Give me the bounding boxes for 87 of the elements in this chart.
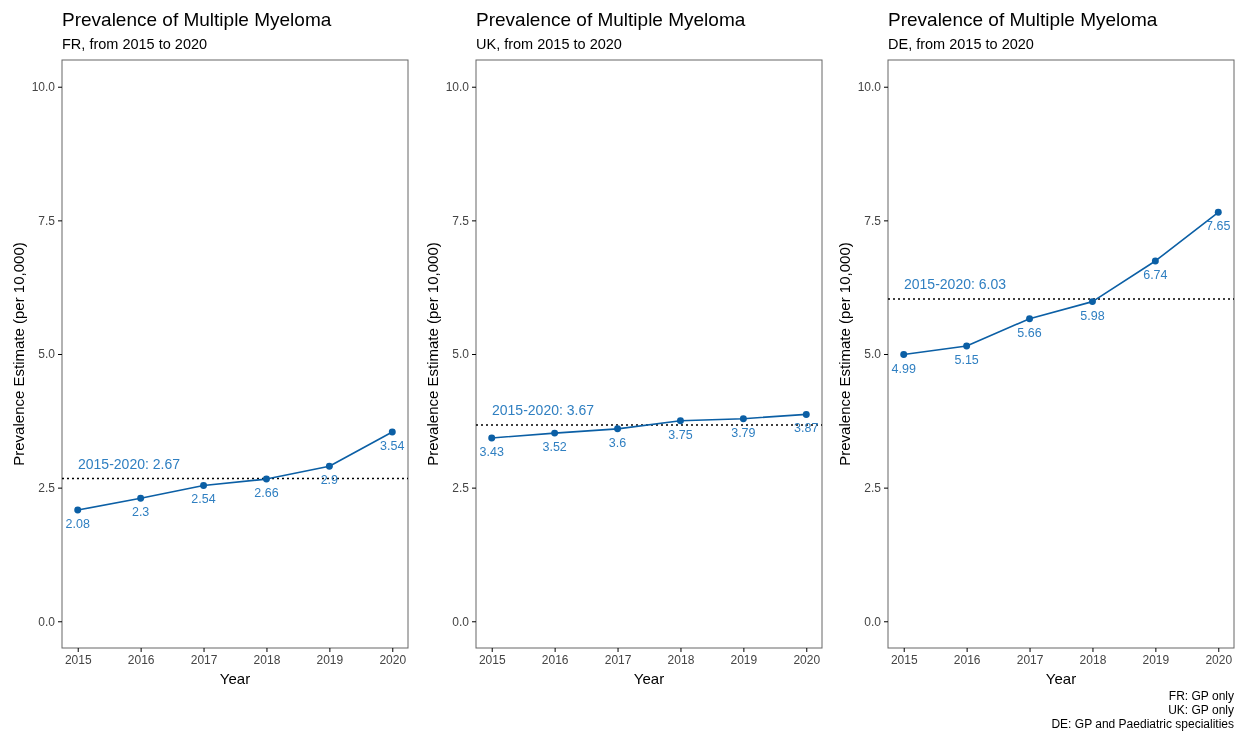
y-axis-title: Prevalence Estimate (per 10,000) — [424, 242, 441, 466]
y-tick-label: 0.0 — [452, 614, 470, 629]
ref-line-label: 2015-2020: 2.67 — [78, 455, 181, 472]
chart-title: Prevalence of Multiple Myeloma — [476, 9, 746, 30]
x-tick-label: 2016 — [541, 652, 569, 667]
x-tick-label: 2019 — [316, 652, 344, 667]
x-axis-title: Year — [1045, 670, 1077, 687]
point — [551, 429, 559, 437]
y-tick-label: 7.5 — [452, 213, 470, 228]
x-tick-label: 2019 — [1142, 652, 1170, 667]
x-axis-title: Year — [633, 670, 665, 687]
point — [676, 417, 684, 425]
data-label: 6.74 — [1143, 267, 1168, 282]
y-tick-label: 5.0 — [452, 347, 470, 362]
point — [137, 494, 145, 502]
text: DE: GP and Paediatric specialities — [1051, 717, 1234, 731]
data-label: 5.98 — [1080, 308, 1105, 323]
point — [74, 506, 82, 514]
x-tick-label: 2017 — [604, 652, 632, 667]
text: FR: GP only — [1168, 689, 1234, 703]
y-tick-label: 2.5 — [452, 480, 470, 495]
y-tick-label: 5.0 — [864, 347, 882, 362]
data-label: 2.54 — [191, 492, 216, 507]
data-label: 3.52 — [542, 440, 567, 455]
x-tick-label: 2020 — [1205, 652, 1233, 667]
x-tick-label: 2020 — [379, 652, 407, 667]
data-label: 7.65 — [1206, 219, 1231, 234]
ref-line-label: 2015-2020: 3.67 — [492, 402, 595, 419]
point — [488, 434, 496, 442]
x-tick-label: 2016 — [953, 652, 981, 667]
chart-subtitle: DE, from 2015 to 2020 — [888, 36, 1034, 52]
data-label: 2.66 — [254, 486, 279, 501]
data-label: 3.79 — [731, 425, 756, 440]
y-axis-title: Prevalence Estimate (per 10,000) — [836, 242, 853, 466]
x-tick-label: 2015 — [64, 652, 92, 667]
data-label: 3.54 — [380, 439, 405, 454]
y-tick-label: 10.0 — [31, 80, 56, 95]
data-label: 5.15 — [954, 352, 979, 367]
y-tick-label: 2.5 — [864, 480, 882, 495]
y-tick-label: 2.5 — [38, 480, 56, 495]
x-tick-label: 2018 — [253, 652, 281, 667]
data-label: 2.9 — [320, 473, 339, 488]
x-tick-label: 2018 — [1079, 652, 1107, 667]
x-tick-label: 2017 — [190, 652, 218, 667]
x-tick-label: 2016 — [127, 652, 155, 667]
point — [325, 462, 333, 470]
ref-line-label: 2015-2020: 6.03 — [904, 275, 1007, 292]
y-tick-label: 0.0 — [38, 614, 56, 629]
data-label: 2.3 — [131, 505, 150, 520]
data-label: 5.66 — [1017, 325, 1042, 340]
point — [739, 415, 747, 423]
point — [963, 342, 971, 350]
y-tick-label: 7.5 — [38, 213, 56, 228]
y-tick-label: 7.5 — [864, 213, 882, 228]
x-tick-label: 2015 — [890, 652, 918, 667]
point — [200, 482, 208, 489]
y-tick-label: 10.0 — [445, 80, 470, 95]
point — [1088, 298, 1096, 306]
x-tick-label: 2019 — [730, 652, 758, 667]
x-tick-label: 2018 — [667, 652, 695, 667]
text: UK: GP only — [1168, 703, 1234, 717]
chart-title: Prevalence of Multiple Myeloma — [62, 9, 332, 30]
x-tick-label: 2020 — [793, 652, 821, 667]
data-label: 2.08 — [65, 517, 90, 532]
data-label: 3.6 — [608, 435, 627, 450]
point — [262, 475, 270, 483]
chart-subtitle: FR, from 2015 to 2020 — [62, 36, 208, 52]
x-tick-label: 2017 — [1016, 652, 1044, 667]
x-axis-title: Year — [219, 670, 251, 687]
point — [388, 428, 396, 436]
x-tick-label: 2015 — [478, 652, 506, 667]
data-label: 3.75 — [668, 427, 693, 442]
y-tick-label: 10.0 — [857, 80, 882, 95]
data-label: 4.99 — [891, 361, 916, 376]
point — [1026, 315, 1034, 323]
y-tick-label: 0.0 — [864, 614, 882, 629]
point — [1214, 208, 1222, 216]
y-tick-label: 5.0 — [38, 347, 56, 362]
point — [802, 410, 810, 418]
chart-title: Prevalence of Multiple Myeloma — [888, 9, 1158, 30]
data-label: 3.43 — [479, 444, 504, 459]
point — [1151, 257, 1159, 265]
point — [614, 425, 622, 433]
point — [900, 351, 908, 359]
chart-subtitle: UK, from 2015 to 2020 — [476, 36, 622, 52]
y-axis-title: Prevalence Estimate (per 10,000) — [10, 242, 27, 466]
data-label: 3.87 — [794, 421, 819, 436]
